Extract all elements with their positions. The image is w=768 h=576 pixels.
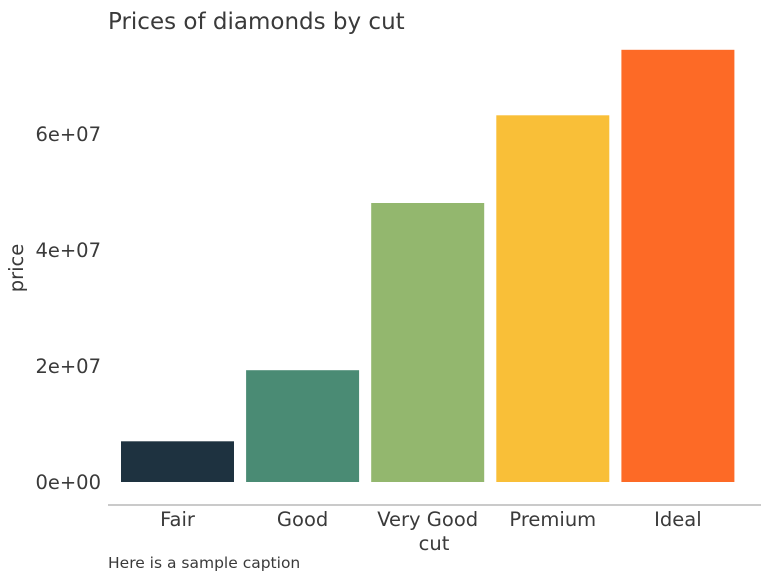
x-tick-label: Good	[277, 508, 328, 531]
chart-caption: Here is a sample caption	[108, 554, 300, 572]
x-tick-label: Very Good	[377, 508, 478, 531]
bar-ideal	[621, 49, 735, 483]
y-tick-label: 6e+07	[35, 123, 101, 146]
x-axis-title: cut	[419, 532, 450, 555]
chart-title: Prices of diamonds by cut	[108, 9, 405, 35]
bar-premium	[496, 115, 610, 483]
bar-fair	[121, 441, 234, 482]
bar-good	[246, 370, 360, 482]
x-tick-label: Fair	[160, 508, 196, 531]
x-tick-label: Ideal	[654, 508, 702, 531]
x-axis-ticks: Fair Good Very Good Premium Ideal	[160, 508, 702, 531]
bar-very-good	[371, 203, 485, 482]
x-tick-label: Premium	[509, 508, 596, 531]
bars-group	[121, 49, 735, 483]
y-tick-label: 4e+07	[35, 239, 101, 262]
y-axis-ticks: 0e+00 2e+07 4e+07 6e+07	[35, 123, 101, 494]
y-tick-label: 2e+07	[35, 355, 101, 378]
y-tick-label: 0e+00	[35, 471, 101, 494]
y-axis-title: price	[5, 244, 28, 293]
